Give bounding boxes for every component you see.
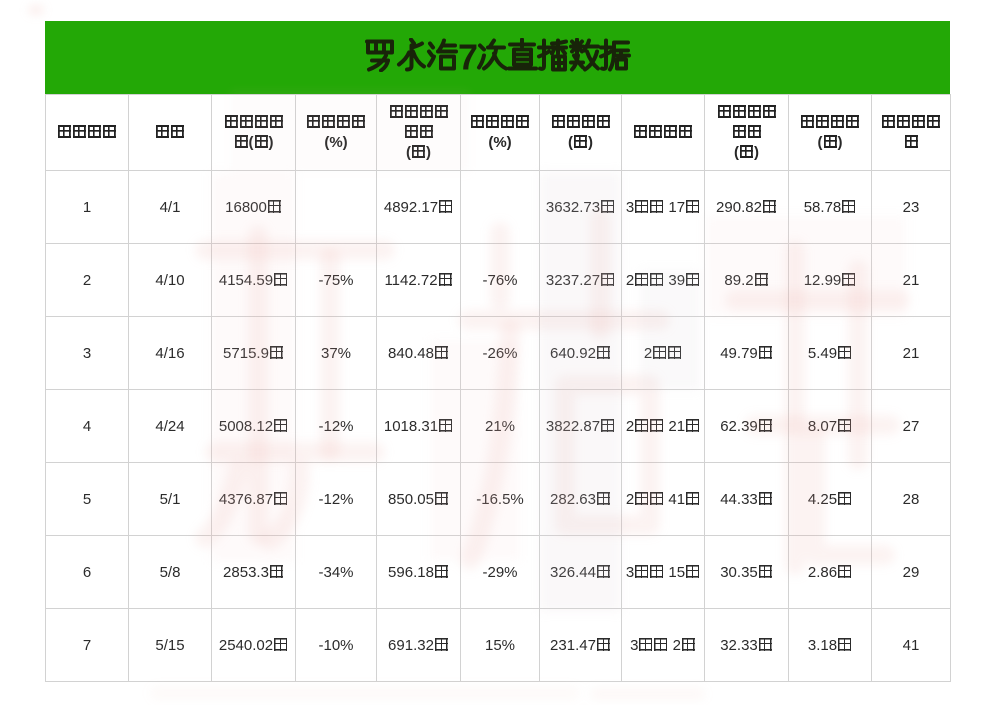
svg-text:7: 7 xyxy=(458,38,478,72)
